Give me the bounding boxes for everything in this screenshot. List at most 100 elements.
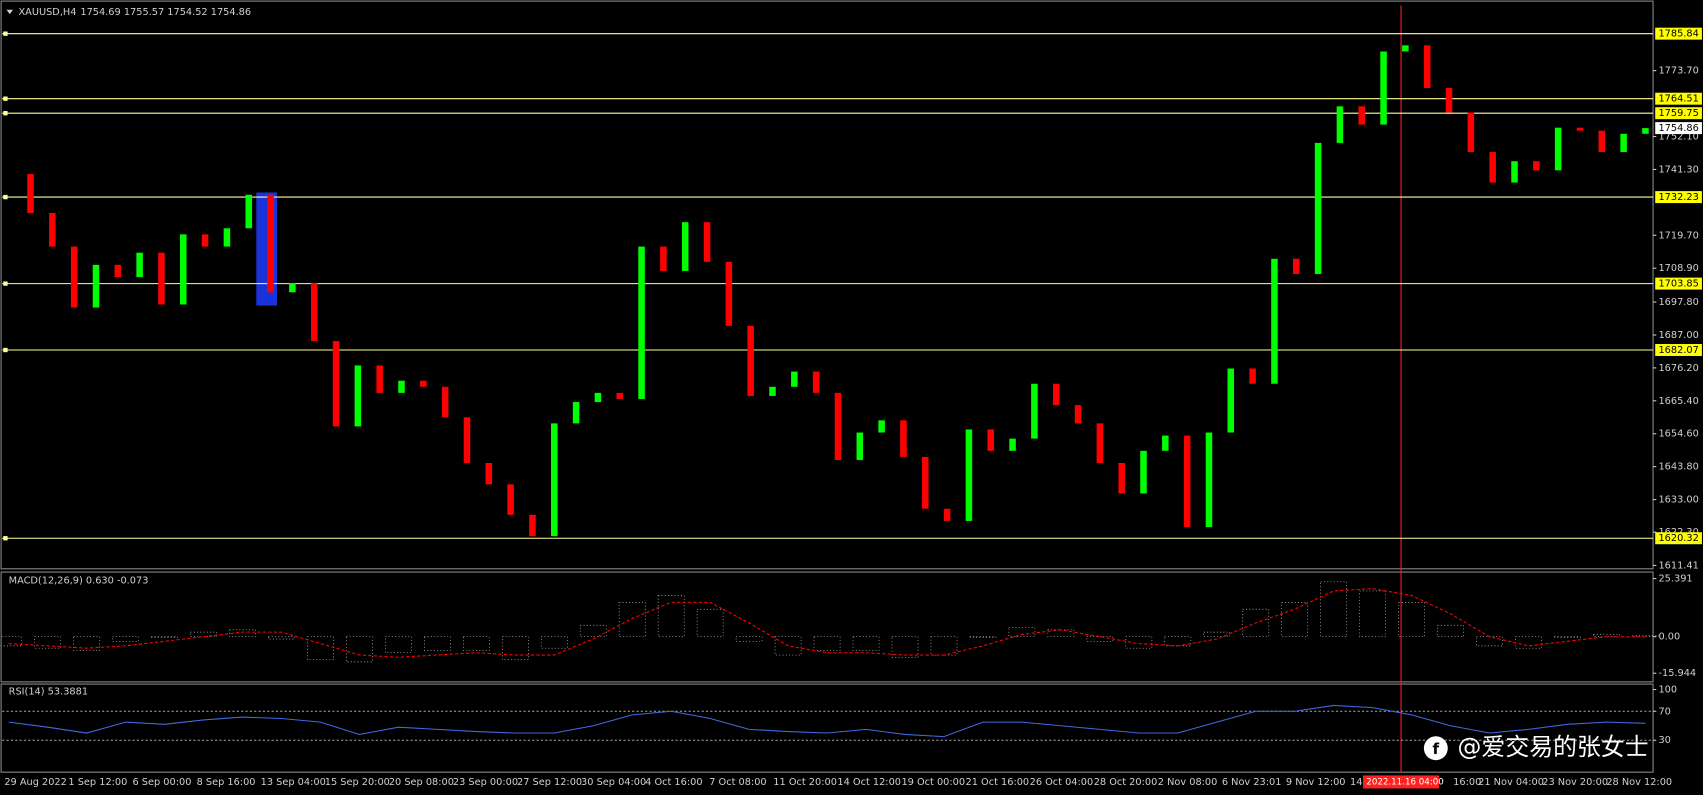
macd-bar [1242, 608, 1270, 638]
candle [27, 174, 34, 214]
y-tick-label: 1676.20 [1658, 363, 1698, 374]
candle [769, 386, 776, 396]
macd-bar [1320, 581, 1348, 638]
candle [1511, 161, 1518, 183]
candle [158, 252, 165, 305]
level-handle [3, 194, 8, 200]
candle [1598, 130, 1606, 153]
macd-bar [579, 624, 607, 638]
candle [201, 234, 209, 247]
symbol: XAUUSD,H4 [18, 7, 76, 18]
x-tick-label: 2 Nov 08:00 [1158, 777, 1218, 788]
candle [594, 392, 602, 403]
candle [1642, 128, 1649, 134]
x-tick-label: 11 Oct 20:00 [773, 777, 837, 788]
candle [1293, 258, 1300, 275]
candle [834, 392, 842, 460]
candle [92, 264, 100, 308]
candle [812, 371, 820, 393]
y-tick-label: 1611.41 [1658, 560, 1698, 571]
menu-arrow [6, 9, 14, 15]
watermark-text: @爱交易的张女士 [1458, 733, 1649, 761]
macd-bar [1086, 636, 1114, 642]
level-label-bg [1655, 191, 1702, 204]
macd-panel [0, 571, 1654, 683]
y-tick-label: 1665.40 [1658, 396, 1698, 407]
candle [922, 456, 929, 509]
candle [1576, 127, 1584, 131]
level-handle [3, 111, 8, 116]
level-handle [3, 347, 8, 353]
y-tick-label: 70 [1658, 706, 1670, 717]
level-handle [3, 536, 8, 541]
x-tick-label: 21 Nov 04:00 [1478, 777, 1544, 788]
macd-bar [1593, 634, 1620, 638]
candle [1402, 45, 1409, 52]
rsi-title: RSI(14) 53.3881 [9, 687, 88, 698]
candle [616, 392, 623, 399]
ohlc: 1754.69 1755.57 1754.52 1754.86 [80, 7, 251, 18]
macd-bar [346, 636, 373, 663]
candle [1249, 368, 1256, 384]
x-tick-label: 28 Nov 12:00 [1606, 777, 1672, 788]
macd-bar [424, 636, 451, 651]
y-tick-label: 1654.60 [1658, 429, 1698, 440]
x-tick-label: 30 Sep 04:00 [581, 777, 646, 788]
x-tick-label: 19 Oct 00:00 [901, 777, 965, 788]
level-label-bg [1655, 107, 1702, 120]
y-tick-label: 100 [1658, 685, 1677, 696]
rsi-line [8, 704, 1646, 738]
level-label-bg [1655, 27, 1702, 40]
candle [289, 283, 296, 293]
macd-bar [1281, 602, 1309, 638]
macd-bar [268, 636, 295, 640]
candle [572, 402, 580, 424]
candle [180, 234, 187, 305]
macd-bar [735, 636, 763, 642]
candle [398, 380, 405, 393]
candle [463, 417, 471, 464]
candle [1533, 161, 1540, 171]
candle [267, 194, 274, 293]
candle [70, 246, 78, 308]
candle [1271, 258, 1278, 384]
macd-bar [696, 608, 724, 638]
macd-bar [385, 636, 412, 654]
x-tick-label: 29 Aug 2022 [4, 777, 67, 788]
candle [1554, 127, 1562, 171]
y-tick-label: 25.391 [1658, 574, 1692, 585]
macd-bar [73, 636, 100, 651]
y-tick-label: -15.944 [1658, 668, 1696, 679]
macd-bar [969, 636, 997, 638]
macd-bar [891, 636, 919, 658]
macd-bar [1437, 624, 1464, 638]
x-tick-label: 7 Oct 08:00 [709, 777, 766, 788]
macd-bar [1164, 636, 1192, 647]
candle [1467, 112, 1475, 153]
candle [223, 228, 231, 247]
price-label-bg [1655, 122, 1702, 135]
candle [529, 514, 536, 537]
macd-bar [540, 636, 568, 649]
candle [1358, 106, 1365, 125]
macd-bar [190, 631, 217, 638]
current-price: 1754.86 [1658, 123, 1698, 134]
y-tick-label: 30 [1658, 735, 1670, 746]
watermark: f @爱交易的张女士 [1423, 733, 1649, 761]
candle [245, 194, 253, 229]
macd-bar [307, 636, 334, 660]
x-tick-label: 28 Oct 20:00 [1094, 777, 1158, 788]
crosshair-label-bg [1363, 775, 1440, 789]
x-tick-label: 20 Sep 08:00 [389, 777, 454, 788]
y-tick-label: 1708.90 [1658, 263, 1698, 274]
rsi-panel [0, 683, 1654, 773]
candle [507, 484, 514, 515]
candle [1031, 383, 1038, 439]
candle [441, 386, 449, 418]
y-tick-label: 1697.80 [1658, 297, 1698, 308]
candle [1183, 435, 1191, 528]
x-tick-label: 13 Sep 04:00 [261, 777, 326, 788]
macd-bar [229, 629, 256, 638]
x-tick-label: 27 Sep 12:00 [517, 777, 582, 788]
